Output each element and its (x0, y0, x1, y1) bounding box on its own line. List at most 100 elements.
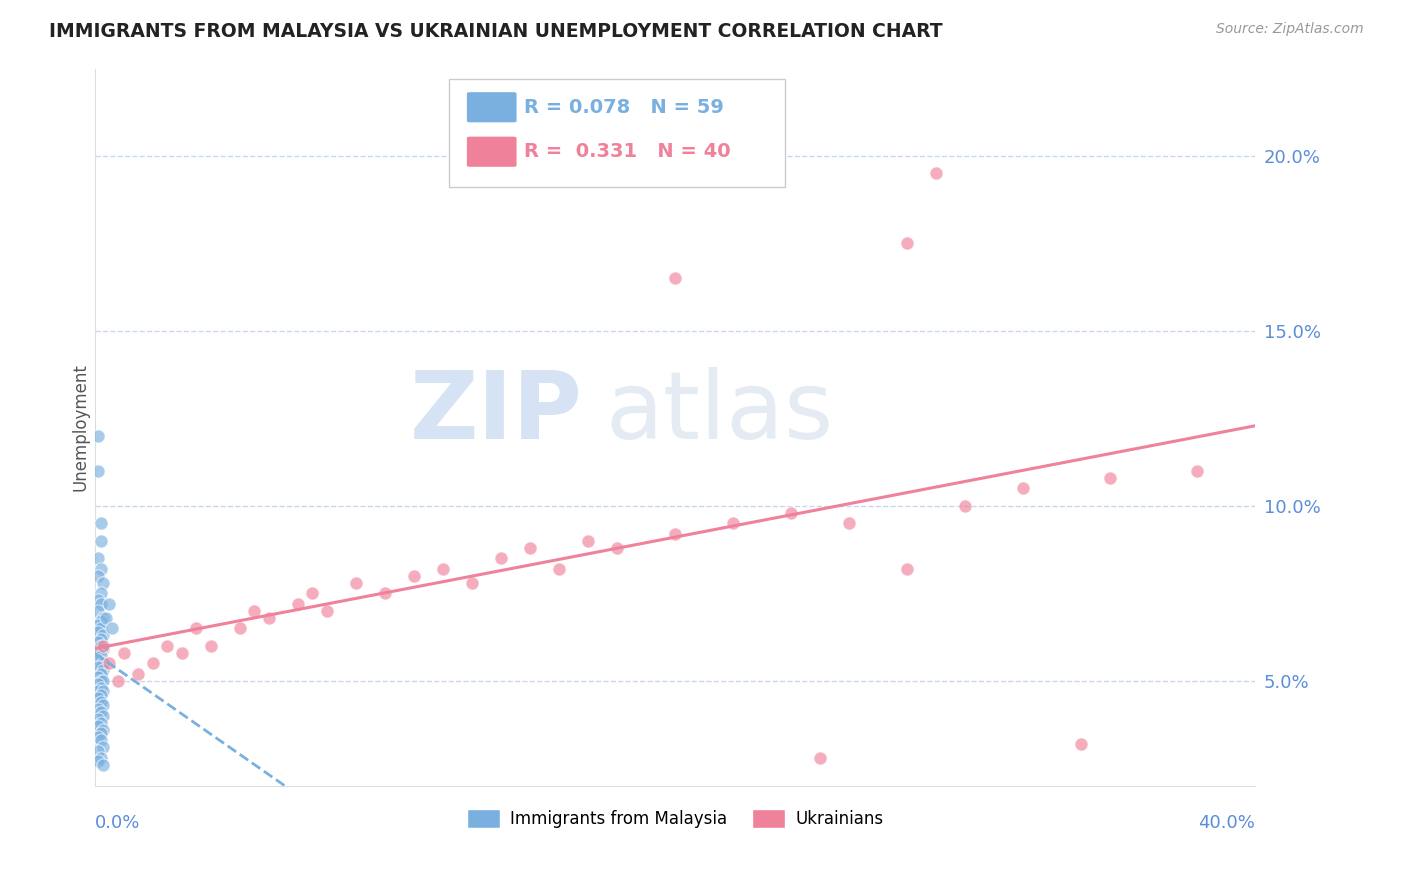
Text: atlas: atlas (606, 367, 834, 458)
Point (93, 657, 115, 671)
Point (86, 744, 108, 758)
Point (90, 649, 112, 664)
Text: R = 0.078   N = 59: R = 0.078 N = 59 (524, 98, 724, 117)
Point (548, 562, 571, 576)
Point (1187, 464, 1209, 478)
Point (90, 632, 112, 646)
Point (156, 639, 179, 653)
Point (86, 653, 108, 667)
Point (86, 684, 108, 698)
FancyBboxPatch shape (467, 136, 517, 168)
Point (93, 698, 115, 713)
Point (127, 666, 149, 681)
Text: R =  0.331   N = 40: R = 0.331 N = 40 (524, 142, 731, 161)
Point (86, 719, 108, 733)
Point (93, 628, 115, 642)
Point (93, 639, 115, 653)
Legend: Immigrants from Malaysia, Ukrainians: Immigrants from Malaysia, Ukrainians (460, 802, 890, 835)
Point (90, 715, 112, 730)
Text: IMMIGRANTS FROM MALAYSIA VS UKRAINIAN UNEMPLOYMENT CORRELATION CHART: IMMIGRANTS FROM MALAYSIA VS UKRAINIAN UN… (49, 22, 943, 41)
Point (90, 586, 112, 600)
Point (170, 646, 193, 660)
Y-axis label: Unemployment: Unemployment (72, 363, 89, 491)
Point (896, 562, 918, 576)
Point (142, 657, 165, 671)
Point (316, 604, 339, 618)
Point (86, 754, 108, 768)
Point (86, 593, 108, 607)
Point (93, 684, 115, 698)
Point (519, 541, 541, 555)
Text: ZIP: ZIP (409, 367, 582, 458)
Point (93, 611, 115, 625)
Point (287, 597, 309, 611)
Point (90, 516, 112, 531)
Point (93, 723, 115, 737)
Point (780, 506, 803, 520)
Point (186, 621, 208, 635)
Point (90, 597, 112, 611)
Point (90, 695, 112, 709)
Text: 40.0%: 40.0% (1198, 814, 1256, 832)
Point (93, 575, 115, 590)
Point (90, 533, 112, 548)
Point (90, 726, 112, 740)
Point (86, 464, 108, 478)
Point (98, 597, 121, 611)
Point (576, 533, 599, 548)
Point (90, 673, 112, 688)
Point (90, 681, 112, 695)
Point (86, 691, 108, 706)
Point (107, 673, 129, 688)
Point (98, 657, 121, 671)
Point (90, 688, 112, 702)
Point (461, 575, 484, 590)
Point (90, 751, 112, 765)
Text: Source: ZipAtlas.com: Source: ZipAtlas.com (1216, 22, 1364, 37)
FancyBboxPatch shape (467, 92, 517, 123)
Point (301, 586, 323, 600)
Point (374, 586, 396, 600)
Point (90, 666, 112, 681)
Point (229, 621, 252, 635)
Point (1070, 737, 1092, 751)
Point (432, 562, 454, 576)
Point (721, 516, 744, 531)
Point (1099, 471, 1122, 485)
Point (257, 611, 280, 625)
Point (93, 642, 115, 657)
Point (93, 740, 115, 755)
Point (90, 706, 112, 720)
Point (93, 673, 115, 688)
FancyBboxPatch shape (449, 79, 786, 186)
Point (96, 611, 118, 625)
Point (90, 621, 112, 635)
Point (86, 712, 108, 726)
Point (664, 271, 686, 285)
Point (402, 569, 425, 583)
Point (112, 646, 135, 660)
Text: 0.0%: 0.0% (94, 814, 141, 832)
Point (86, 569, 108, 583)
Point (86, 429, 108, 443)
Point (90, 733, 112, 747)
Point (86, 635, 108, 649)
Point (86, 730, 108, 744)
Point (86, 604, 108, 618)
Point (489, 551, 512, 566)
Point (86, 670, 108, 684)
Point (93, 757, 115, 772)
Point (86, 702, 108, 716)
Point (1012, 482, 1035, 496)
Point (101, 621, 124, 635)
Point (606, 541, 628, 555)
Point (90, 660, 112, 674)
Point (838, 516, 860, 531)
Point (86, 677, 108, 691)
Point (808, 751, 831, 765)
Point (93, 663, 115, 677)
Point (90, 562, 112, 576)
Point (664, 527, 686, 541)
Point (925, 166, 948, 180)
Point (90, 615, 112, 629)
